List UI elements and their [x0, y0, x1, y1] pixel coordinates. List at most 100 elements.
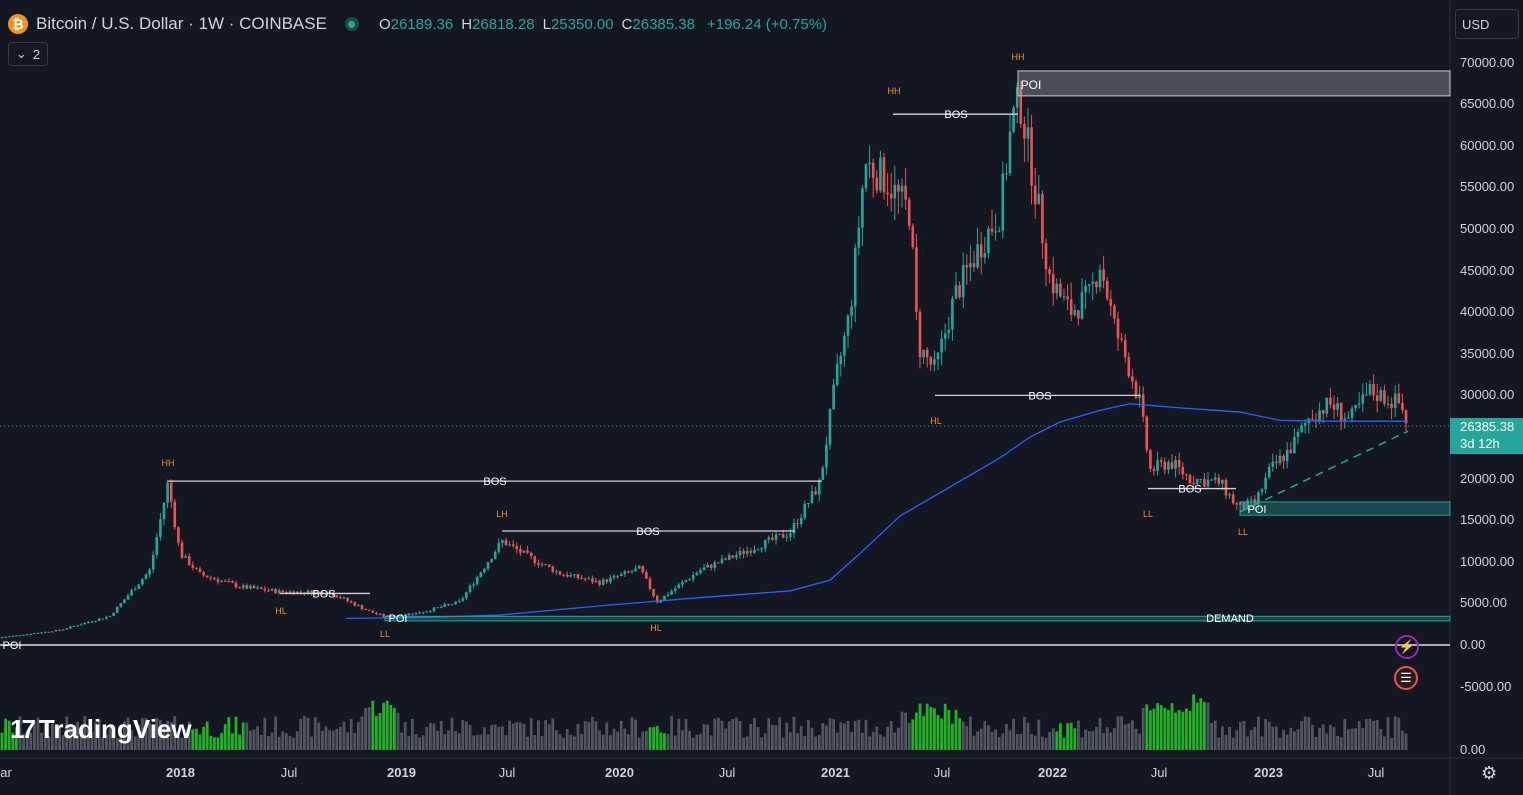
candle-body	[637, 565, 641, 569]
volume-bar	[612, 728, 616, 750]
indicators-toggle-button[interactable]: ⌄ 2	[8, 42, 48, 66]
volume-bar	[1368, 718, 1372, 750]
lightning-event-icon[interactable]: ⚡	[1395, 635, 1419, 659]
candle-body	[940, 338, 943, 353]
candle-body	[832, 384, 835, 410]
candle-body	[231, 581, 234, 583]
volume-bar	[339, 726, 342, 750]
candle-body	[969, 263, 972, 268]
volume-bar	[321, 730, 324, 750]
volume-bar	[105, 734, 108, 750]
candle-body	[936, 352, 940, 360]
candle-body	[1365, 394, 1368, 396]
candle-body	[112, 612, 115, 616]
volume-bar	[378, 712, 382, 750]
volume-bar	[155, 717, 159, 750]
candle-body	[760, 548, 763, 550]
candle-body	[576, 574, 580, 579]
volume-bar	[882, 736, 886, 750]
candle-body	[1321, 410, 1325, 414]
candle-body	[414, 612, 418, 615]
currency-select[interactable]: USD	[1455, 9, 1519, 39]
symbol-title[interactable]: Bitcoin / U.S. Dollar · 1W · COINBASE	[36, 14, 327, 33]
volume-bar	[4, 718, 7, 750]
candle-body	[65, 628, 69, 630]
volume-bar	[1098, 718, 1102, 750]
volume-bar	[472, 735, 475, 750]
volume-bar	[522, 723, 526, 750]
volume-bar	[465, 721, 468, 750]
volume-bar	[807, 720, 810, 750]
volume-bar	[425, 727, 429, 750]
candle-body	[1026, 127, 1030, 139]
candle-body	[1311, 418, 1314, 420]
volume-bar	[432, 723, 436, 750]
candle-body	[1005, 173, 1008, 175]
volume-bar	[832, 719, 835, 750]
settings-gear-icon[interactable]: ⚙	[1481, 763, 1498, 783]
volume-bar	[781, 737, 785, 750]
candle-body	[821, 467, 825, 480]
price-axis-label: -5000.00	[1460, 678, 1512, 694]
volume-bar	[666, 734, 670, 750]
volume-bar	[645, 731, 648, 750]
volume-bar	[634, 719, 637, 750]
poi-bottom-label: POI	[1248, 504, 1267, 516]
volume-bar	[7, 720, 11, 750]
volume-bar	[1062, 737, 1066, 750]
volume-bar	[663, 733, 666, 750]
candle-body	[907, 199, 911, 226]
volume-bar	[526, 736, 529, 750]
volume-bar	[792, 716, 796, 750]
candle-body	[0, 637, 4, 639]
volume-bar	[1177, 709, 1181, 750]
volume-bar	[724, 728, 727, 750]
volume-bar	[310, 736, 313, 750]
candle-body	[990, 228, 994, 232]
swing-label: LL	[1238, 527, 1248, 537]
candle-body	[47, 631, 51, 633]
candle-body	[1228, 494, 1231, 496]
market-status-icon[interactable]	[344, 17, 359, 31]
demand-zone	[384, 615, 1451, 622]
volume-bar	[396, 712, 400, 750]
swing-label: LL	[380, 629, 390, 639]
us-flag-economic-event-icon[interactable]: ☰	[1394, 666, 1418, 690]
volume-bar	[965, 726, 969, 750]
volume-bar	[688, 730, 691, 750]
close-key: C	[621, 15, 633, 33]
volume-bar	[292, 737, 295, 750]
candle-body	[1145, 416, 1149, 451]
candle-body	[814, 491, 817, 495]
volume-bar	[79, 730, 83, 750]
candle-body	[40, 632, 43, 634]
volume-bar	[479, 734, 483, 750]
time-axis-label: 2023	[1254, 765, 1283, 780]
candle-body	[439, 606, 443, 608]
volume-bar	[515, 722, 519, 750]
volume-bar	[702, 724, 706, 750]
tradingview-logo[interactable]: 17 TradingView	[10, 714, 192, 745]
candle-body	[1015, 87, 1019, 108]
poi-top-label: POI	[1021, 78, 1042, 92]
volume-bar	[749, 724, 753, 750]
candle-body	[1397, 393, 1401, 404]
volume-bar	[868, 736, 871, 750]
candle-body	[1030, 127, 1033, 186]
volume-bar	[1127, 723, 1131, 750]
candle-body	[1012, 107, 1015, 132]
candle-body	[1242, 502, 1246, 509]
candle-body	[645, 572, 648, 579]
volume-bar	[400, 732, 403, 750]
volume-bar	[288, 735, 292, 750]
candle-body	[58, 629, 61, 631]
volume-bar	[342, 721, 346, 750]
candle-body	[144, 574, 148, 580]
candle-body	[29, 633, 33, 635]
volume-bar	[47, 736, 51, 750]
volume-bar	[1188, 710, 1192, 750]
candle-body	[1062, 296, 1066, 298]
poi-zone-bottom	[1239, 501, 1451, 516]
candle-body	[1087, 284, 1091, 286]
